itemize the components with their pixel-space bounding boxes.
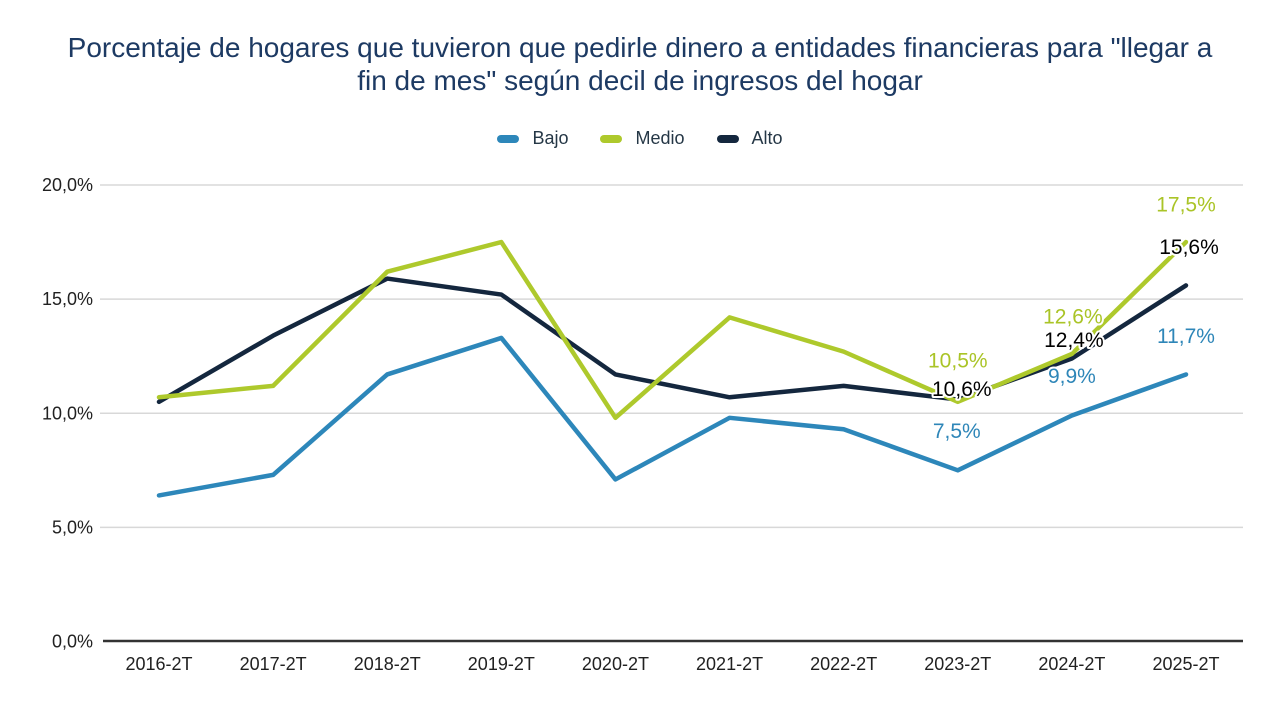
y-tick-label: 20,0% (42, 175, 93, 195)
point-label-bajo-2025-2T: 11,7% (1157, 325, 1215, 348)
series-line-medio (156, 239, 1189, 421)
point-label-alto-2025-2T: 15,6% (1159, 236, 1219, 259)
point-label-medio-2025-2T: 17,5% (1156, 194, 1216, 217)
y-tick-label: 5,0% (52, 517, 93, 537)
legend-label: Medio (635, 128, 685, 148)
series-line-bajo (156, 335, 1189, 498)
point-label-medio-2024-2T: 12,6% (1043, 305, 1103, 328)
point-label-bajo-2023-2T: 7,5% (933, 420, 981, 443)
point-label-alto-2024-2T: 12,4% (1044, 329, 1104, 352)
chart-title: Porcentaje de hogares que tuvieron que p… (67, 32, 1213, 96)
y-tick-label: 10,0% (42, 403, 93, 423)
legend-item-bajo: Bajo (497, 128, 568, 149)
x-tick-label: 2019-2T (468, 654, 535, 674)
series-line-alto (156, 276, 1189, 405)
legend-item-alto: Alto (716, 128, 783, 149)
legend-swatch-alto (716, 134, 739, 143)
legend-item-medio: Medio (600, 128, 685, 149)
x-tick-label: 2017-2T (240, 654, 307, 674)
x-tick-label: 2024-2T (1038, 654, 1105, 674)
legend-label: Alto (751, 128, 783, 148)
point-label-alto-2023-2T: 10,6% (932, 378, 992, 401)
x-tick-label: 2021-2T (696, 654, 763, 674)
x-tick-label: 2025-2T (1152, 654, 1219, 674)
x-tick-label: 2022-2T (810, 654, 877, 674)
y-tick-label: 15,0% (42, 289, 93, 309)
x-tick-label: 2023-2T (924, 654, 991, 674)
x-tick-label: 2020-2T (582, 654, 649, 674)
x-tick-label: 2016-2T (125, 654, 192, 674)
point-label-medio-2023-2T: 10,5% (928, 349, 988, 372)
point-label-bajo-2024-2T: 9,9% (1048, 365, 1096, 388)
legend-swatch-bajo (497, 134, 520, 143)
legend-label: Bajo (532, 128, 569, 148)
x-tick-label: 2018-2T (354, 654, 421, 674)
y-tick-label: 0,0% (52, 632, 93, 652)
legend-swatch-medio (600, 134, 623, 143)
legend: Bajo Medio Alto (0, 128, 1280, 149)
